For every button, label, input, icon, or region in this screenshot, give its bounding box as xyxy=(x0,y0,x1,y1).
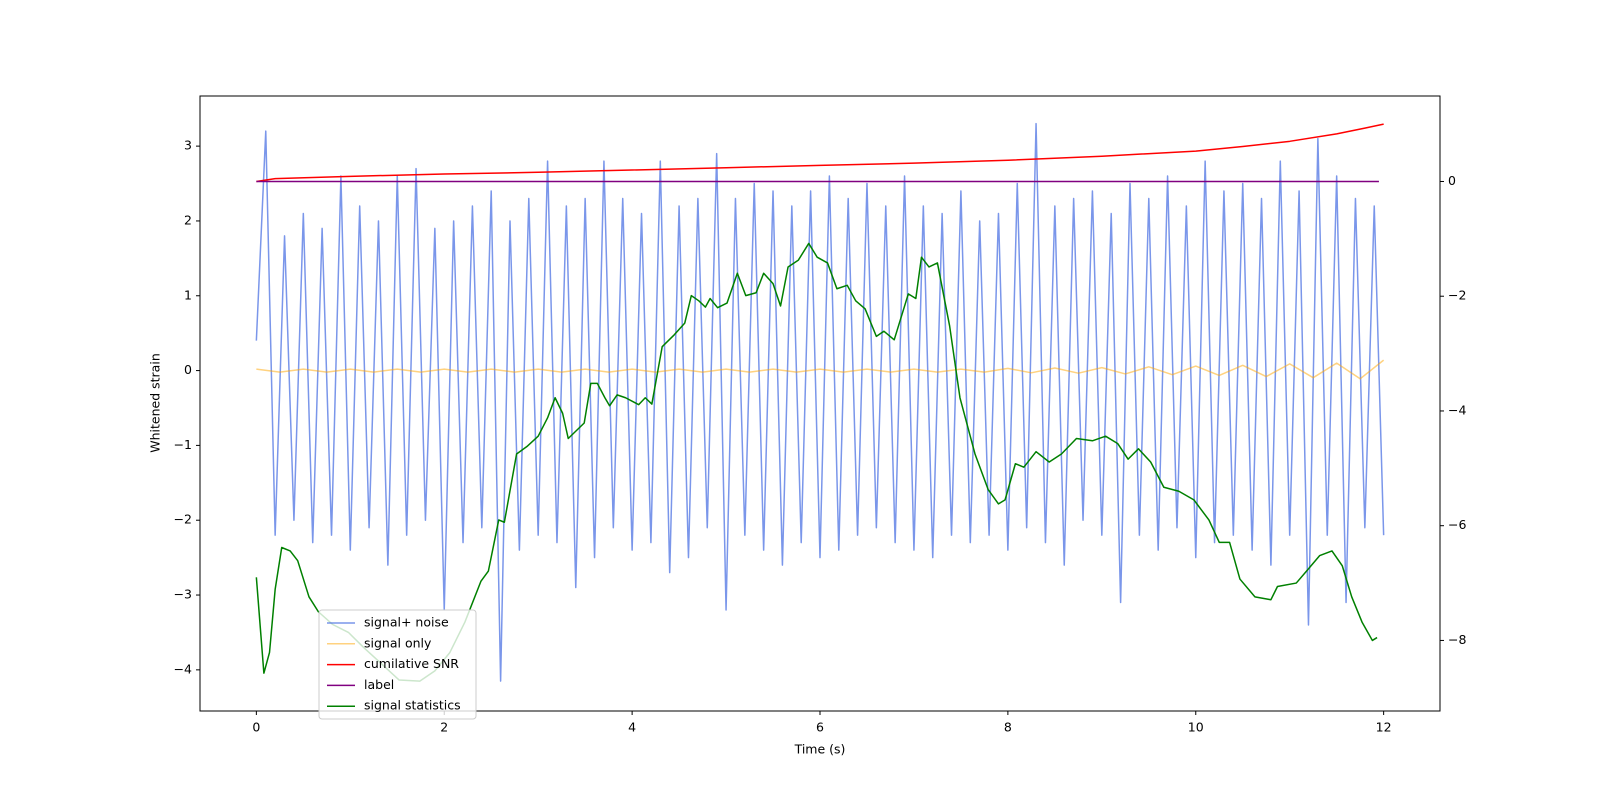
y-tick-label: 0 xyxy=(184,362,192,377)
legend-label: signal only xyxy=(364,635,432,650)
y-tick-label: 2 xyxy=(184,212,192,227)
legend-box xyxy=(318,609,477,720)
y2-tick-label: 0 xyxy=(1448,173,1456,188)
y-tick-label: 3 xyxy=(184,138,192,153)
legend-label: signal statistics xyxy=(364,698,461,713)
y-tick-label: −1 xyxy=(174,437,192,452)
x-axis-label: Time (s) xyxy=(794,742,846,757)
x-tick-label: 10 xyxy=(1188,720,1204,735)
plot-frame xyxy=(199,95,1441,712)
y-axis-label: Whitened strain xyxy=(148,353,163,452)
legend-label: label xyxy=(364,677,394,692)
y-tick-label: −4 xyxy=(174,661,192,676)
x-tick-label: 6 xyxy=(816,720,824,735)
y-tick-label: −3 xyxy=(174,587,192,602)
series-line xyxy=(256,123,1384,183)
y2-tick-label: −8 xyxy=(1448,632,1466,647)
y2-tick-label: −6 xyxy=(1448,517,1466,532)
y-tick-label: 1 xyxy=(184,287,192,302)
series-line xyxy=(255,122,1385,682)
legend-label: cumilative SNR xyxy=(364,656,459,671)
x-tick-label: 12 xyxy=(1376,720,1392,735)
y-tick-label: −2 xyxy=(174,512,192,527)
x-tick-label: 8 xyxy=(1004,720,1012,735)
series-line xyxy=(255,242,1378,682)
y2-tick-label: −2 xyxy=(1448,288,1466,303)
y2-tick-label: −4 xyxy=(1448,402,1466,417)
x-tick-label: 2 xyxy=(440,720,448,735)
legend-label: signal+ noise xyxy=(364,615,449,630)
x-tick-label: 4 xyxy=(628,720,636,735)
series-line xyxy=(256,359,1385,380)
plot-area xyxy=(255,122,1385,682)
x-tick-label: 0 xyxy=(252,720,260,735)
